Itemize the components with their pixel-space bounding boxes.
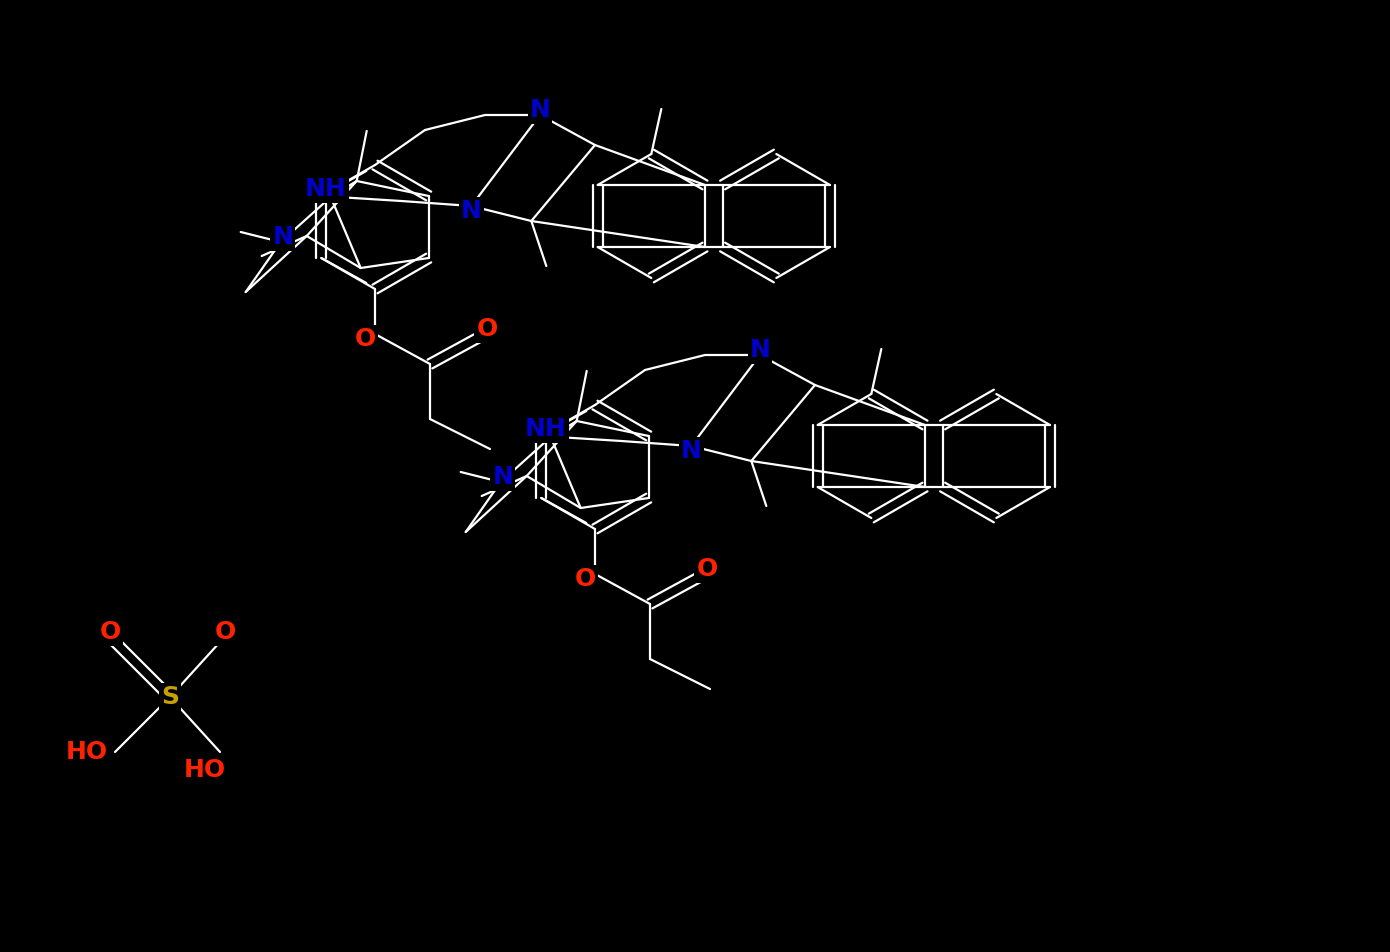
Text: O: O bbox=[354, 327, 375, 351]
Text: HO: HO bbox=[183, 758, 227, 782]
Text: O: O bbox=[574, 567, 596, 591]
Text: N: N bbox=[272, 225, 293, 249]
Text: NH: NH bbox=[304, 177, 346, 201]
Text: N: N bbox=[492, 465, 513, 489]
Text: N: N bbox=[530, 98, 550, 122]
Text: HO: HO bbox=[65, 740, 108, 764]
Text: O: O bbox=[214, 620, 236, 644]
Text: S: S bbox=[161, 685, 179, 709]
Text: O: O bbox=[477, 317, 498, 341]
Text: N: N bbox=[749, 338, 770, 362]
Text: N: N bbox=[461, 199, 482, 223]
Text: O: O bbox=[99, 620, 121, 644]
Text: N: N bbox=[681, 439, 702, 463]
Text: NH: NH bbox=[525, 417, 567, 441]
Text: O: O bbox=[696, 557, 717, 581]
